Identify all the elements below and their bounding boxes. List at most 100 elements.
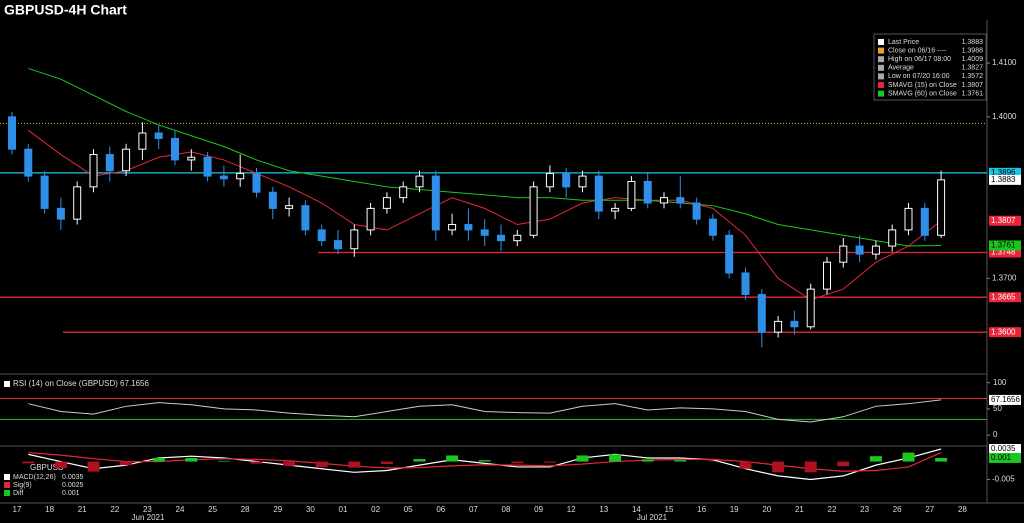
value-tag-bg xyxy=(989,292,1021,303)
legend-value: 1.3572 xyxy=(962,73,984,80)
histogram-bar xyxy=(837,461,850,467)
x-tick-label: 13 xyxy=(599,505,608,514)
candle-body xyxy=(708,218,717,236)
x-tick-label: 15 xyxy=(665,505,674,514)
value-tag: 1.3807 xyxy=(991,216,1016,225)
legend-box xyxy=(873,33,987,101)
x-tick-label: 08 xyxy=(502,505,511,514)
histogram-bar xyxy=(283,461,296,466)
legend-value: 1.3883 xyxy=(962,39,984,46)
histogram-bar xyxy=(804,461,817,473)
candle-body xyxy=(431,175,440,231)
legend-label: Close on 06/16 ---- xyxy=(888,47,947,54)
candle-body xyxy=(252,172,261,193)
candle-body xyxy=(382,197,391,209)
legend-label: Low on 07/20 16:00 xyxy=(888,73,950,80)
x-tick-label: 09 xyxy=(534,505,543,514)
legend-value: 1.3807 xyxy=(962,82,984,89)
candle-body xyxy=(529,186,538,236)
candle-body xyxy=(920,207,929,236)
value-tag: 1.3896 xyxy=(991,168,1016,177)
histogram-bar xyxy=(446,455,459,462)
candle-body xyxy=(301,205,310,231)
value-tag-bg xyxy=(989,444,1021,454)
candle-body xyxy=(415,175,424,188)
legend-value: 0.0035 xyxy=(62,474,84,481)
candle-body xyxy=(399,186,408,199)
candle-body xyxy=(643,180,652,204)
candle-body xyxy=(692,202,701,220)
legend-label: Last Price xyxy=(888,39,919,46)
candle-body xyxy=(578,175,587,188)
legend-value: 1.3761 xyxy=(962,90,984,97)
candle-body xyxy=(480,229,489,236)
histogram-bar xyxy=(772,461,785,473)
value-tag-bg xyxy=(989,215,1021,226)
y-tick-label: 1.4000 xyxy=(992,112,1017,121)
x-tick-label: 21 xyxy=(795,505,804,514)
x-tick-label: 22 xyxy=(828,505,837,514)
histogram-bar xyxy=(217,460,230,462)
candle-body xyxy=(823,261,831,290)
histogram-bar xyxy=(478,460,491,462)
legend-label: Diff xyxy=(13,490,23,497)
legend-label: SMAVG (15) on Close xyxy=(888,82,957,89)
x-tick-label: 29 xyxy=(273,505,282,514)
y-tick-label: 50 xyxy=(993,404,1002,413)
value-tag: 1.3883 xyxy=(991,175,1016,184)
value-tag-bg xyxy=(989,167,1021,178)
candle-body xyxy=(350,229,359,250)
histogram-bar xyxy=(511,461,524,464)
histogram-bar xyxy=(869,456,882,462)
value-tag: 0.0035 xyxy=(991,444,1016,453)
month-label: Jun 2021 xyxy=(132,513,165,522)
legend-swatch xyxy=(878,64,884,71)
value-tag: 67.1656 xyxy=(991,395,1020,404)
legend-value: 1.4009 xyxy=(962,56,984,63)
candle-body xyxy=(40,175,49,209)
x-tick-label: 28 xyxy=(958,505,967,514)
histogram-bar xyxy=(609,454,622,462)
x-tick-label: 18 xyxy=(45,505,54,514)
value-tag: 1.3748 xyxy=(991,248,1016,257)
candle-body xyxy=(562,172,571,188)
candle-body xyxy=(790,320,799,328)
legend-swatch xyxy=(878,56,884,63)
value-tag: 0.001 xyxy=(991,453,1012,462)
candle-body xyxy=(937,179,946,236)
legend-swatch xyxy=(4,474,10,480)
candle-body xyxy=(122,148,131,172)
y-tick-label: 100 xyxy=(993,378,1007,387)
candle-body xyxy=(741,272,750,295)
candle-body xyxy=(187,156,196,161)
x-tick-label: 30 xyxy=(306,505,315,514)
candle-body xyxy=(24,148,33,177)
candle-body xyxy=(871,245,880,255)
x-tick-label: 12 xyxy=(567,505,576,514)
candle-body xyxy=(611,207,620,212)
x-tick-label: 05 xyxy=(404,505,413,514)
legend-label: Sig(9) xyxy=(13,482,32,489)
legend-swatch xyxy=(878,39,884,45)
candle-body xyxy=(448,224,457,231)
x-tick-label: 23 xyxy=(860,505,869,514)
chart-title: GBPUSD-4H Chart xyxy=(4,2,127,18)
candle-body xyxy=(73,186,82,220)
candle-body xyxy=(888,229,897,247)
histogram-bar xyxy=(315,461,328,467)
x-tick-label: 22 xyxy=(110,505,119,514)
panel-value: 67.1656 xyxy=(120,379,149,388)
value-tag-bg xyxy=(989,327,1021,338)
sma-line xyxy=(28,129,942,301)
panel-label: RSI (14) on Close (GBPUSD) xyxy=(13,379,118,388)
candle-body xyxy=(464,224,473,231)
candle-body xyxy=(497,234,505,242)
candle-body xyxy=(334,240,342,250)
y-tick-label: 0 xyxy=(993,430,998,439)
histogram-bar xyxy=(87,461,100,472)
month-label: Jul 2021 xyxy=(637,513,668,522)
macd-line xyxy=(28,448,942,481)
legend-label: SMAVG (60) on Close xyxy=(888,90,957,97)
